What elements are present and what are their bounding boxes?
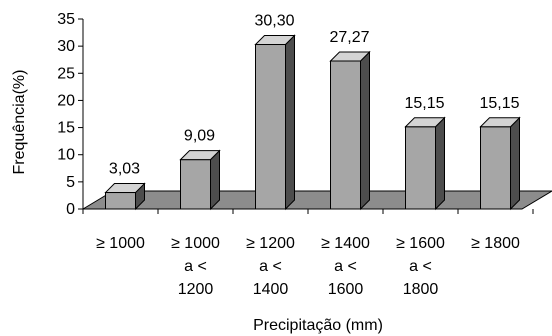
data-label: 27,27 (329, 29, 369, 46)
x-category-label: ≥ 1400 (321, 235, 370, 252)
y-tick-label: 35 (57, 11, 75, 28)
y-tick-label: 25 (57, 65, 75, 82)
bar-top (479, 117, 521, 128)
bar-side (435, 116, 445, 211)
data-label: 9,09 (184, 128, 215, 145)
x-category-label: 1200 (178, 281, 214, 298)
bar-top (254, 35, 296, 46)
y-tick-label: 30 (57, 38, 75, 55)
bar-top (329, 51, 371, 62)
y-tick-label: 0 (66, 201, 75, 218)
x-category-label: a < (259, 258, 282, 275)
bar (104, 182, 146, 211)
data-label: 15,15 (404, 95, 444, 112)
data-label: 30,30 (254, 13, 294, 30)
bar (329, 50, 371, 211)
bar-front (255, 44, 286, 210)
x-category-label: ≥ 1200 (246, 235, 295, 252)
bar-side (360, 50, 370, 211)
y-tick-label: 15 (57, 120, 75, 137)
bar-top (404, 117, 446, 128)
bar-front (180, 159, 211, 210)
bar-top (179, 150, 221, 161)
bar (179, 149, 221, 211)
x-category-label: a < (409, 258, 432, 275)
x-category-label: a < (334, 258, 357, 275)
bar-side (285, 34, 295, 211)
x-category-label: ≥ 1600 (396, 235, 445, 252)
bar (254, 34, 296, 211)
y-axis-title: Frequência(%) (11, 70, 28, 175)
x-category-label: ≥ 1000 (96, 235, 145, 252)
bar-side (210, 149, 220, 211)
data-label: 15,15 (479, 95, 519, 112)
bar-front (480, 126, 511, 210)
x-category-label: ≥ 1800 (471, 235, 520, 252)
bar-front (330, 60, 361, 210)
x-axis-title: Precipitação (mm) (253, 317, 383, 334)
bar-front (105, 192, 136, 210)
bar (404, 116, 446, 211)
x-category-label: a < (184, 258, 207, 275)
y-tick-label: 10 (57, 147, 75, 164)
bar-side (510, 116, 520, 211)
x-category-label: 1800 (403, 281, 439, 298)
bar-top (104, 183, 146, 194)
data-label: 3,03 (109, 161, 140, 178)
y-tick-label: 5 (66, 174, 75, 191)
bar (479, 116, 521, 211)
x-category-label: 1400 (253, 281, 289, 298)
bar-front (405, 126, 436, 210)
x-category-label: ≥ 1000 (171, 235, 220, 252)
x-category-label: 1600 (328, 281, 364, 298)
y-tick-label: 20 (57, 92, 75, 109)
